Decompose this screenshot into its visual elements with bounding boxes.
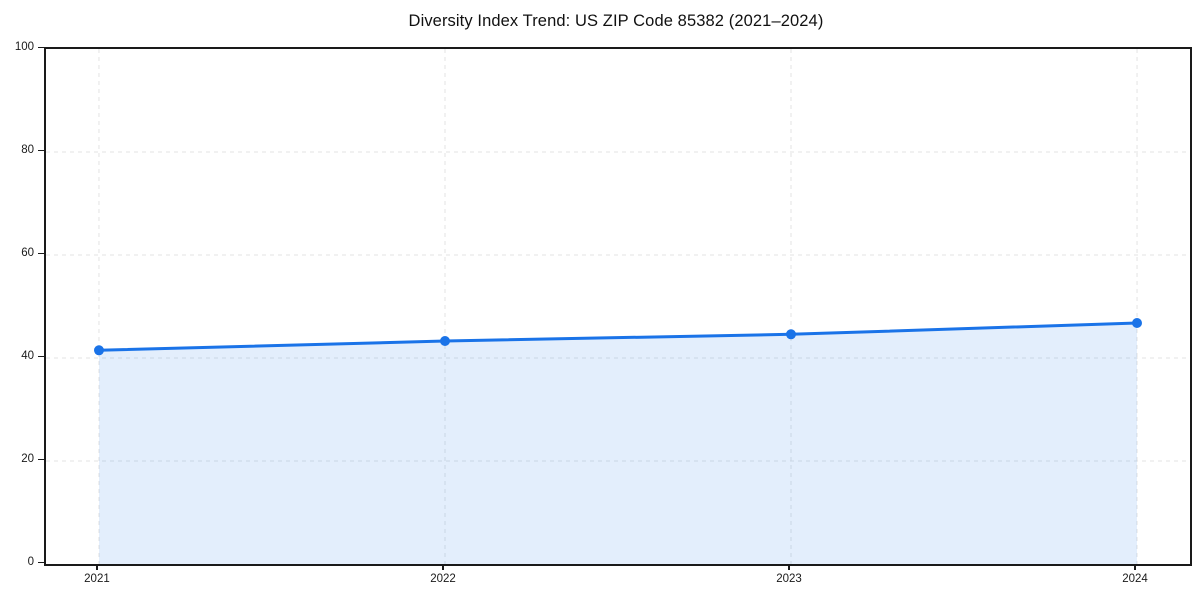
y-axis-tick-label: 0: [27, 556, 34, 568]
y-axis-tick: [38, 46, 44, 49]
data-point-marker: [440, 336, 450, 346]
y-axis-tick-label: 80: [21, 144, 34, 156]
y-axis-tick: [38, 458, 44, 461]
x-axis-tick-label: 2021: [84, 573, 110, 585]
x-axis-tick: [1134, 564, 1136, 570]
y-axis-tick-label: 40: [21, 350, 34, 362]
x-axis-tick-label: 2022: [430, 573, 456, 585]
x-axis-tick: [442, 564, 444, 570]
y-axis-tick: [38, 252, 44, 255]
data-point-marker: [94, 345, 104, 356]
y-axis-tick-label: 100: [14, 41, 34, 53]
data-line: [97, 321, 1139, 352]
line-chart-canvas: [46, 49, 1190, 564]
y-axis-tick: [38, 561, 44, 564]
chart-title: Diversity Index Trend: US ZIP Code 85382…: [408, 12, 824, 30]
y-axis-tick: [38, 355, 44, 358]
y-axis-tick-label: 20: [21, 453, 34, 465]
plot-area: [44, 47, 1192, 566]
x-axis-tick: [788, 564, 790, 570]
y-axis-tick-label: 60: [21, 247, 34, 259]
area-fill: [99, 323, 1137, 564]
x-axis-tick-label: 2023: [776, 573, 802, 585]
y-axis-tick: [38, 149, 44, 152]
data-point-marker: [786, 329, 796, 340]
data-point-marker: [1132, 318, 1142, 328]
x-axis-tick: [96, 564, 98, 570]
x-axis-tick-label: 2024: [1122, 573, 1148, 585]
